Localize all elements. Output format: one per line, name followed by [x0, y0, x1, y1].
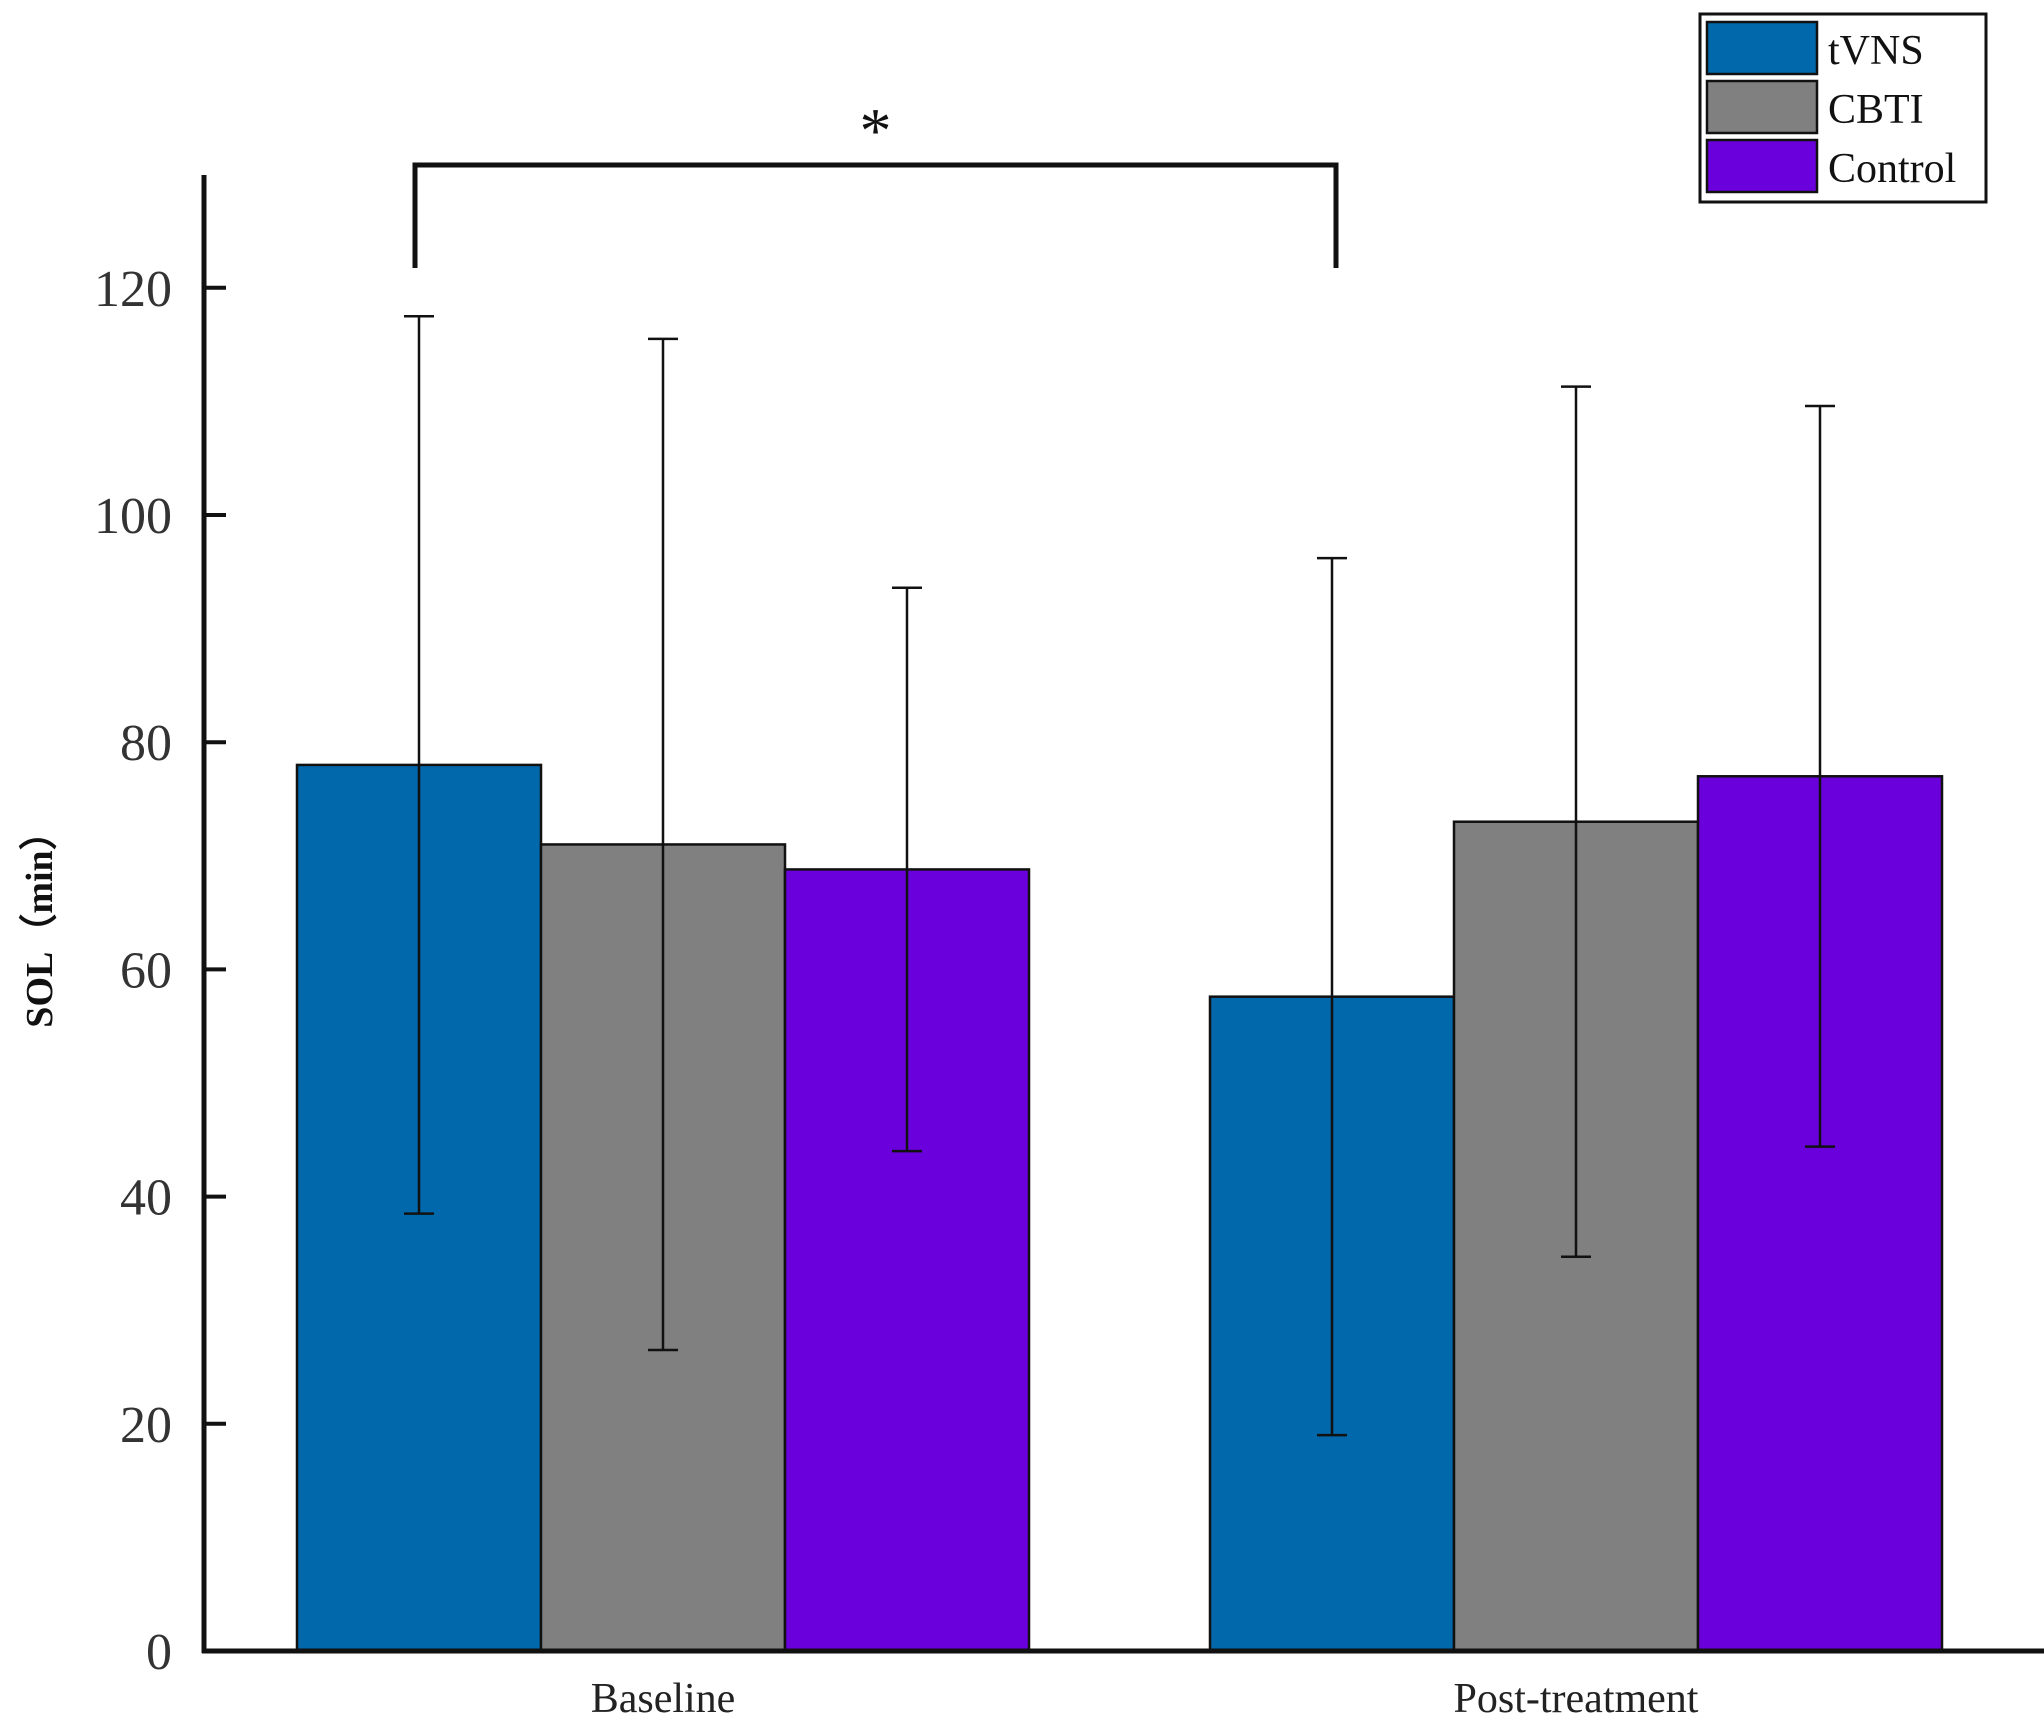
- y-tick-label-60: 60: [120, 942, 172, 999]
- y-tick-label-0: 0: [146, 1624, 172, 1681]
- y-tick-label-80: 80: [120, 715, 172, 772]
- category-label-baseline: Baseline: [591, 1676, 736, 1722]
- legend: tVNS CBTI Control: [1698, 12, 1988, 204]
- y-axis-label: SOL（min）: [19, 812, 61, 1027]
- legend-swatch-control: [1705, 138, 1819, 194]
- bars-layer: [295, 763, 1944, 1653]
- significance-bracket-line: [412, 162, 1339, 268]
- x-categories-layer: Baseline Post-treatment: [591, 1676, 1699, 1722]
- legend-swatch-cbti: [1705, 79, 1819, 135]
- axes-layer: [201, 175, 2044, 1654]
- significance-star: *: [860, 95, 892, 166]
- legend-label-cbti: CBTI: [1828, 87, 1924, 133]
- legend-swatch-tvns: [1705, 20, 1819, 76]
- legend-label-control: Control: [1828, 146, 1956, 192]
- significance-bracket: *: [412, 95, 1339, 268]
- y-tick-label-20: 20: [120, 1397, 172, 1454]
- error-bars-layer: [404, 314, 1835, 1437]
- y-ticks-layer: 0 20 40 60 80 100 120: [94, 261, 226, 1681]
- legend-label-tvns: tVNS: [1828, 28, 1924, 74]
- y-tick-label-120: 120: [94, 261, 172, 318]
- category-label-post-treatment: Post-treatment: [1454, 1676, 1699, 1722]
- y-tick-label-40: 40: [120, 1170, 172, 1227]
- y-tick-label-100: 100: [94, 488, 172, 545]
